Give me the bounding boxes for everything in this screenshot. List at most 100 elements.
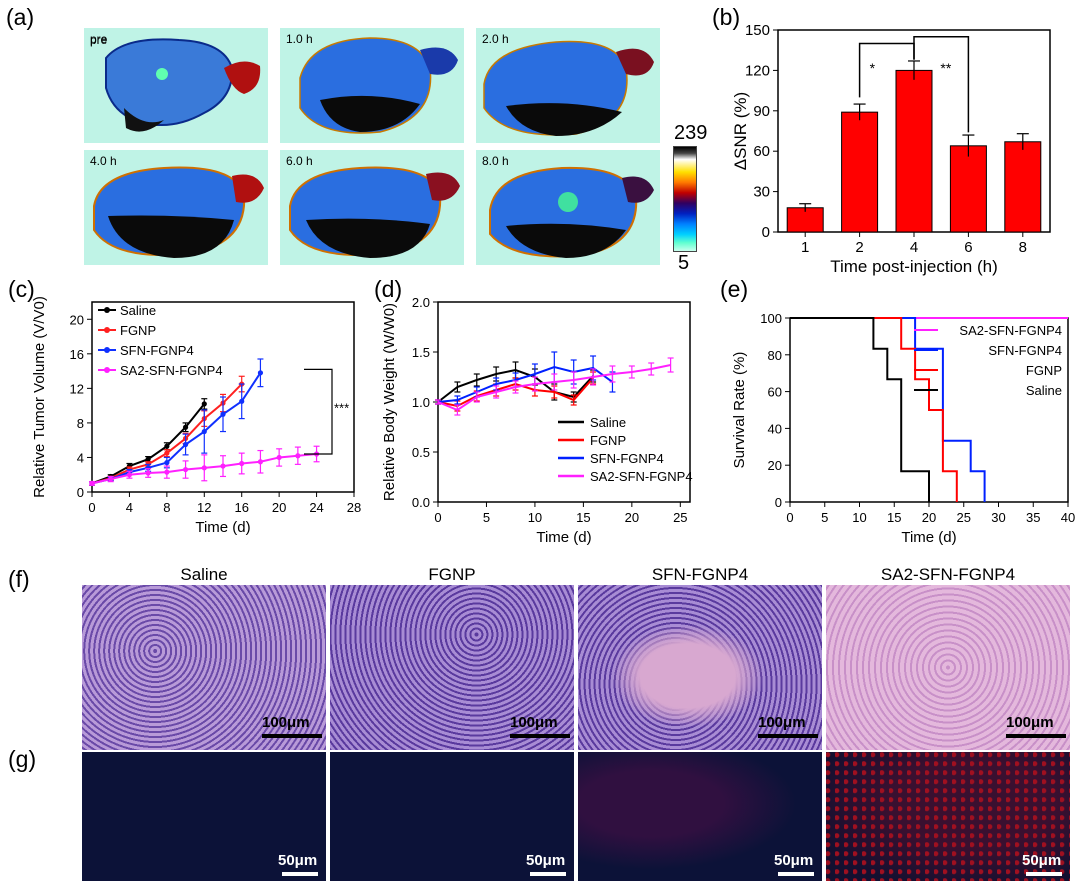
y-tick-label: 0 — [77, 485, 84, 500]
legend-marker — [104, 307, 110, 313]
data-point — [295, 453, 301, 459]
mri-tile — [476, 28, 660, 143]
data-point — [145, 456, 151, 462]
bar — [949, 145, 987, 233]
x-tick-label: 24 — [309, 500, 323, 515]
plot-frame — [91, 301, 355, 493]
data-point — [201, 401, 207, 407]
fluorescence-image — [330, 752, 574, 881]
scale-bar — [530, 872, 566, 876]
he-image — [826, 585, 1070, 750]
mri-time-label: 2.0 h — [482, 32, 509, 46]
x-tick-label: 5 — [821, 510, 828, 525]
he-image — [578, 585, 822, 750]
fluorescence-image — [82, 752, 326, 881]
x-tick-label: 4 — [910, 239, 918, 256]
bar — [895, 69, 933, 233]
he-title-sfn-fgnp4: SFN-FGNP4 — [651, 565, 749, 584]
x-tick-label: 0 — [88, 500, 95, 515]
data-point — [201, 428, 207, 435]
panel-label-e: (e) — [720, 276, 749, 302]
y-tick-label: 120 — [745, 62, 770, 79]
mri-label: pre — [90, 33, 108, 47]
fluorescence-image — [578, 752, 822, 881]
legend-label: SFN-FGNP4 — [988, 343, 1062, 358]
scale-label: 100μm — [262, 714, 310, 731]
chart-e: 0 20 40 60 80 100 0 5 10 15 20 25 30 35 40 Time (d) Surv… — [731, 311, 1075, 546]
x-tick-label: 12 — [197, 500, 211, 515]
data-point — [164, 450, 170, 456]
significance-label: * — [870, 60, 876, 76]
scale-bar — [1026, 872, 1062, 876]
x-tick-label: 40 — [1061, 510, 1075, 525]
scale-label: 100μm — [510, 714, 558, 731]
x-tick-label: 25 — [673, 510, 687, 525]
legend-label: FGNP — [590, 433, 626, 448]
data-point — [145, 470, 151, 476]
colorbar-min-label: 5 — [678, 252, 690, 274]
y-tick-label: 2.0 — [412, 295, 430, 310]
mri-tile — [476, 150, 660, 265]
scale-bar — [778, 872, 814, 876]
x-tick-label: 15 — [576, 510, 590, 525]
chart-d: 0.0 0.5 1.0 1.5 2.0 0 5 10 15 20 25 Time (d) Relativ… — [381, 295, 693, 546]
bar — [841, 111, 879, 233]
x-tick-label: 1 — [801, 239, 809, 256]
mri-tile: pre — [84, 28, 268, 143]
y-tick-label: 1.0 — [412, 395, 430, 410]
y-axis-label: Relative Body Weight (W/W0) — [381, 303, 398, 501]
he-title-sa2-sfn-fgnp4: SA2-SFN-FGNP4 — [880, 565, 1016, 584]
scale-label: 100μm — [1006, 714, 1054, 731]
legend-label: SA2-SFN-FGNP4 — [590, 469, 693, 484]
y-tick-label: 8 — [77, 416, 84, 431]
panel-label-b: (b) — [712, 4, 741, 30]
scale-bar — [282, 872, 318, 876]
panel-label-g: (g) — [8, 746, 37, 772]
data-point — [164, 443, 170, 449]
legend-label: FGNP — [120, 323, 156, 338]
legend-marker — [104, 347, 110, 353]
y-tick-label: 16 — [70, 347, 84, 362]
x-tick-label: 28 — [347, 500, 361, 515]
x-tick-label: 0 — [786, 510, 793, 525]
significance-label: ** — [940, 60, 951, 76]
x-tick-label: 15 — [887, 510, 901, 525]
y-axis-label: ΔSNR (%) — [731, 92, 750, 170]
data-point — [164, 469, 170, 475]
legend-marker — [104, 327, 110, 333]
legend-label: SA2-SFN-FGNP4 — [120, 363, 223, 378]
y-tick-label: 60 — [753, 143, 770, 160]
data-point — [257, 370, 264, 376]
mri-time-label: 6.0 h — [286, 154, 313, 168]
he-image — [330, 585, 574, 750]
mri-image: pre — [84, 28, 268, 143]
y-tick-label: 80 — [768, 348, 782, 363]
x-tick-label: 5 — [483, 510, 490, 525]
x-tick-label: 8 — [1019, 239, 1027, 256]
y-tick-label: 0 — [762, 224, 770, 241]
x-tick-label: 30 — [991, 510, 1005, 525]
chart-b: 0 30 60 90 120 150 Time post-injection (h) ΔSNR… — [731, 22, 1051, 276]
y-tick-label: 60 — [768, 385, 782, 400]
x-tick-label: 6 — [964, 239, 972, 256]
data-point — [182, 441, 189, 448]
x-tick-label: 10 — [528, 510, 542, 525]
panel-label-c: (c) — [8, 276, 35, 302]
y-tick-label: 0.0 — [412, 495, 430, 510]
panel-label-f: (f) — [8, 566, 30, 592]
scale-bar — [510, 734, 570, 738]
y-tick-label: 0.5 — [412, 445, 430, 460]
data-point — [182, 424, 189, 430]
fluorescence-image — [826, 752, 1070, 881]
x-tick-label: 0 — [434, 510, 441, 525]
y-tick-label: 0 — [775, 495, 782, 510]
x-tick-label: 20 — [922, 510, 936, 525]
series-line — [91, 372, 262, 485]
mri-image — [476, 28, 660, 143]
scale-label: 50μm — [278, 852, 318, 869]
y-tick-label: 20 — [768, 458, 782, 473]
legend-label: Saline — [120, 303, 156, 318]
data-point — [126, 472, 133, 478]
x-tick-label: 8 — [163, 500, 170, 515]
data-point — [108, 476, 114, 482]
